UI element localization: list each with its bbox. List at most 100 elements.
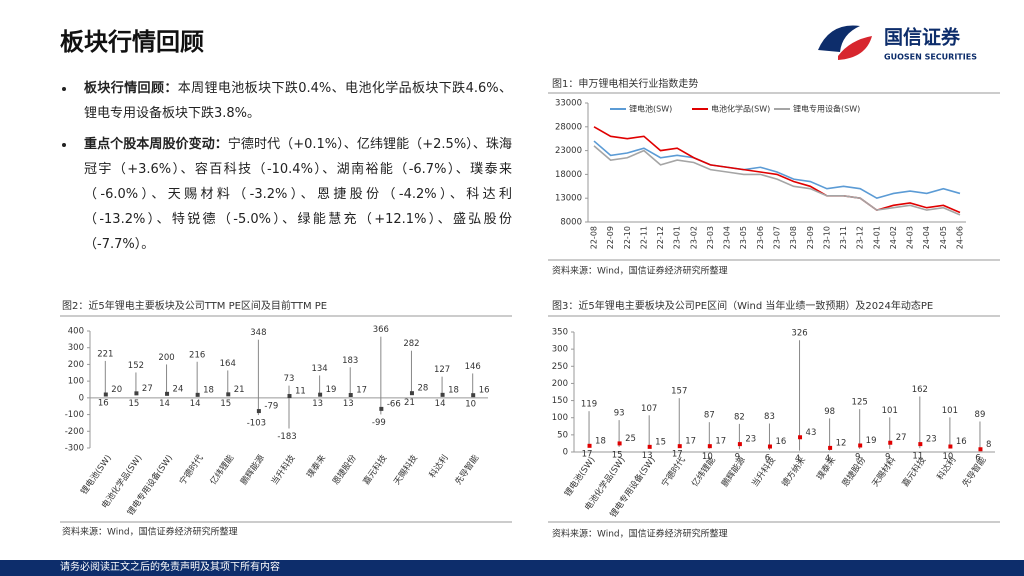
footer: 请务必阅读正文之后的免责声明及其项下所有内容 [0, 560, 1024, 576]
max-label: 216 [189, 350, 205, 360]
bullet-lead: 重点个股本周股价变动： [84, 137, 228, 152]
max-label: 326 [791, 329, 807, 339]
min-label: 17 [582, 450, 593, 460]
current-marker [798, 435, 803, 440]
current-marker [379, 406, 384, 411]
max-label: 146 [465, 362, 481, 372]
chart-title: 图1：申万锂电相关行业指数走势 [552, 77, 698, 90]
current-marker [226, 392, 231, 397]
min-label: 9 [885, 452, 890, 462]
current-label: 17 [685, 437, 696, 447]
current-marker [440, 392, 445, 397]
legend-label: 锂电专用设备(SW) [793, 104, 860, 114]
x-tick-label: 23-03 [706, 226, 715, 249]
y-tick-label: 0 [79, 393, 84, 403]
x-tick-label: 22-11 [639, 226, 648, 249]
current-marker [409, 391, 414, 396]
x-tick-label: 23-04 [723, 226, 732, 249]
current-label: -79 [264, 402, 278, 412]
current-label: 16 [775, 437, 786, 447]
min-label: 14 [435, 399, 446, 409]
current-label: 18 [203, 385, 214, 395]
x-tick-label: 22-12 [656, 226, 665, 249]
y-tick-label: 200 [68, 360, 84, 370]
current-marker [103, 392, 108, 397]
min-label: -103 [247, 419, 266, 429]
x-tick-label: 23-01 [673, 226, 682, 249]
max-label: 366 [373, 325, 389, 335]
current-label: 21 [234, 385, 245, 395]
logo-shape [838, 36, 872, 60]
current-marker [647, 444, 652, 449]
max-label: 200 [158, 353, 174, 363]
current-label: 23 [926, 435, 937, 445]
current-marker [471, 393, 476, 398]
bullet-text: 宁德时代（+0.1%）、亿纬锂能（+2.5%）、珠海冠宇（+3.6%）、容百科技… [84, 137, 512, 252]
current-label: 18 [448, 385, 459, 395]
min-label: 10 [465, 400, 476, 410]
min-label: 6 [765, 453, 770, 463]
min-label: 13 [312, 399, 323, 409]
current-label: 24 [173, 384, 184, 394]
min-label: 9 [855, 452, 860, 462]
y-tick-label: 18000 [555, 170, 582, 180]
chart-title: 图3：近5年锂电主要板块及公司PE区间（Wind 当年业绩一致预期）及2024年… [552, 299, 933, 312]
current-label: 15 [655, 437, 666, 447]
current-label: 18 [595, 436, 606, 446]
y-tick-label: 33000 [555, 99, 582, 109]
current-label: 27 [142, 384, 153, 394]
max-label: 221 [97, 349, 113, 359]
min-label: 15 [612, 450, 623, 460]
max-label: 152 [128, 361, 144, 371]
max-label: 107 [641, 404, 657, 414]
current-marker [617, 441, 622, 446]
line-series [593, 140, 961, 200]
current-label: 17 [715, 437, 726, 447]
x-tick-label: 24-05 [939, 226, 948, 249]
current-marker [287, 394, 292, 399]
min-label: 14 [159, 399, 170, 409]
current-label: 11 [295, 387, 306, 397]
min-label: -99 [372, 418, 386, 428]
current-label: 25 [625, 434, 636, 444]
current-marker [978, 447, 983, 452]
current-label: 23 [745, 435, 756, 445]
max-label: 282 [403, 339, 419, 349]
x-tick-label: 嘉元科技 [361, 452, 390, 487]
min-label: 13 [642, 451, 653, 461]
current-label: 12 [836, 438, 847, 448]
max-label: 119 [581, 400, 597, 410]
min-label: 16 [98, 399, 109, 409]
min-label: -183 [277, 432, 296, 442]
current-label: 20 [111, 385, 122, 395]
max-label: 127 [434, 365, 450, 375]
max-label: 98 [824, 407, 835, 417]
y-tick-label: 13000 [555, 194, 582, 204]
chart-title: 图2：近5年锂电主要板块及公司TTM PE区间及目前TTM PE [62, 299, 327, 312]
current-marker [677, 444, 682, 449]
x-tick-label: 23-07 [773, 226, 782, 249]
x-tick-label: 22-10 [623, 226, 632, 249]
x-tick-label: 23-06 [756, 226, 765, 249]
current-label: 28 [417, 384, 428, 394]
bullet-dot [62, 87, 66, 91]
x-tick-label: 天赐科技 [391, 452, 420, 487]
min-label: 14 [190, 399, 201, 409]
min-label: 13 [343, 399, 354, 409]
current-marker [888, 440, 893, 445]
charts: 国信证券 GUOSEN SECURITIES 图1：申万锂电相关行业指数走势资料… [60, 25, 1000, 540]
current-marker [348, 393, 353, 398]
current-label: 19 [866, 436, 877, 446]
bullet: 重点个股本周股价变动：宁德时代（+0.1%）、亿纬锂能（+2.5%）、珠海冠宇（… [62, 132, 512, 257]
x-tick-label: 23-05 [739, 226, 748, 249]
footer-text: 请务必阅读正文之后的免责声明及其项下所有内容 [60, 562, 280, 573]
x-tick-label: 23-09 [806, 226, 815, 249]
min-label: 15 [220, 399, 231, 409]
x-tick-label: 23-12 [856, 226, 865, 249]
current-marker [587, 443, 592, 448]
x-tick-label: 22-08 [590, 226, 599, 249]
current-marker [767, 444, 772, 449]
min-label: 21 [404, 398, 415, 408]
x-tick-label: 恩捷股份 [330, 452, 359, 487]
